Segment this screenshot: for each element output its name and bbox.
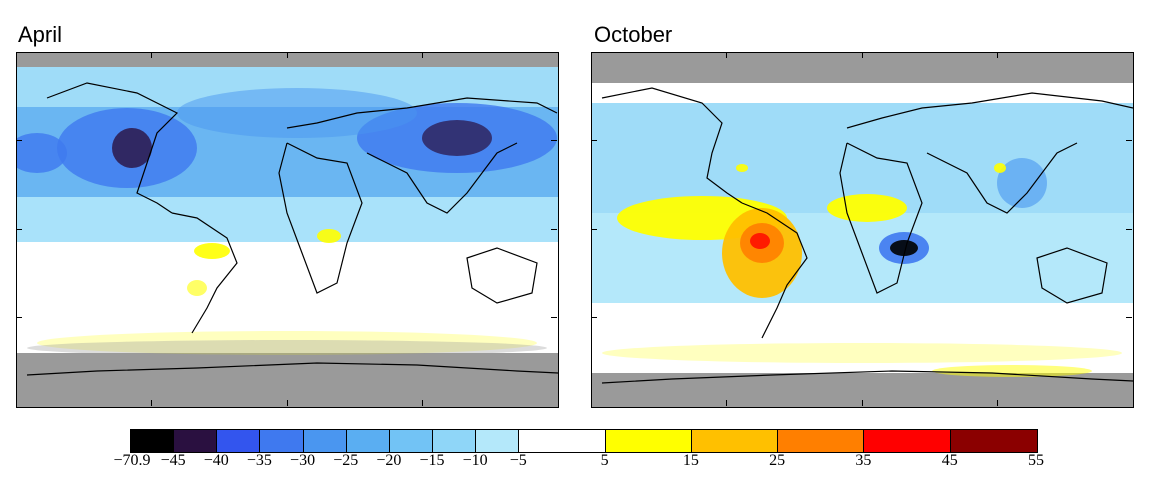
colorbar-segment [303, 430, 347, 452]
colorbar-labels: −70.9 −45 −40 −35 −30 −25 −20 −15 −10 −5 5 15 25 35 45… [0, 452, 1158, 476]
colorbar-tick-label: 45 [941, 452, 958, 469]
colorbar-segment [605, 430, 692, 452]
colorbar-segment [260, 430, 304, 452]
colorbar-tick-label: 55 [1028, 452, 1044, 469]
colorbar-tick-label: −45 [160, 452, 186, 469]
colorbar-segment [217, 430, 261, 452]
colorbar [130, 429, 1038, 453]
colorbar-segment [691, 430, 779, 452]
october-arctic-nodata [592, 53, 1133, 83]
colorbar-tick-label: 35 [855, 452, 872, 469]
april-antarctic-nodata [17, 353, 558, 407]
colorbar-segment [131, 430, 175, 452]
colorbar-tick-label: 25 [769, 452, 786, 469]
colorbar-tick-label: −15 [419, 452, 445, 469]
colorbar-tick-label: −25 [333, 452, 359, 469]
colorbar-tick-label: 15 [682, 452, 699, 469]
colorbar-tick-label: −20 [376, 452, 402, 469]
colorbar-tick-label: −30 [290, 452, 316, 469]
april-coastlines [26, 82, 558, 376]
colorbar-segment [864, 430, 951, 452]
colorbar-segment [950, 430, 1037, 452]
colorbar-tick-label: 5 [600, 452, 609, 469]
colorbar-tick-label: −10 [462, 452, 488, 469]
colorbar-segment [389, 430, 433, 452]
colorbar-tick-label: −40 [203, 452, 229, 469]
colorbar-segment [432, 430, 477, 452]
april-map-svg [17, 53, 558, 407]
october-map-svg [592, 53, 1133, 407]
colorbar-segment [519, 430, 606, 452]
colorbar-segment [778, 430, 865, 452]
april-title: April [18, 22, 63, 47]
colorbar-tick-label: −70.9 [113, 452, 151, 469]
october-title: October [594, 22, 673, 47]
april-map [16, 52, 559, 408]
colorbar-segment [346, 430, 390, 452]
colorbar-tick-label: −35 [246, 452, 272, 469]
october-map [591, 52, 1134, 408]
october-coastlines [601, 87, 1133, 384]
colorbar-segment [476, 430, 520, 452]
colorbar-tick-label: −5 [509, 452, 527, 469]
colorbar-segment [174, 430, 218, 452]
